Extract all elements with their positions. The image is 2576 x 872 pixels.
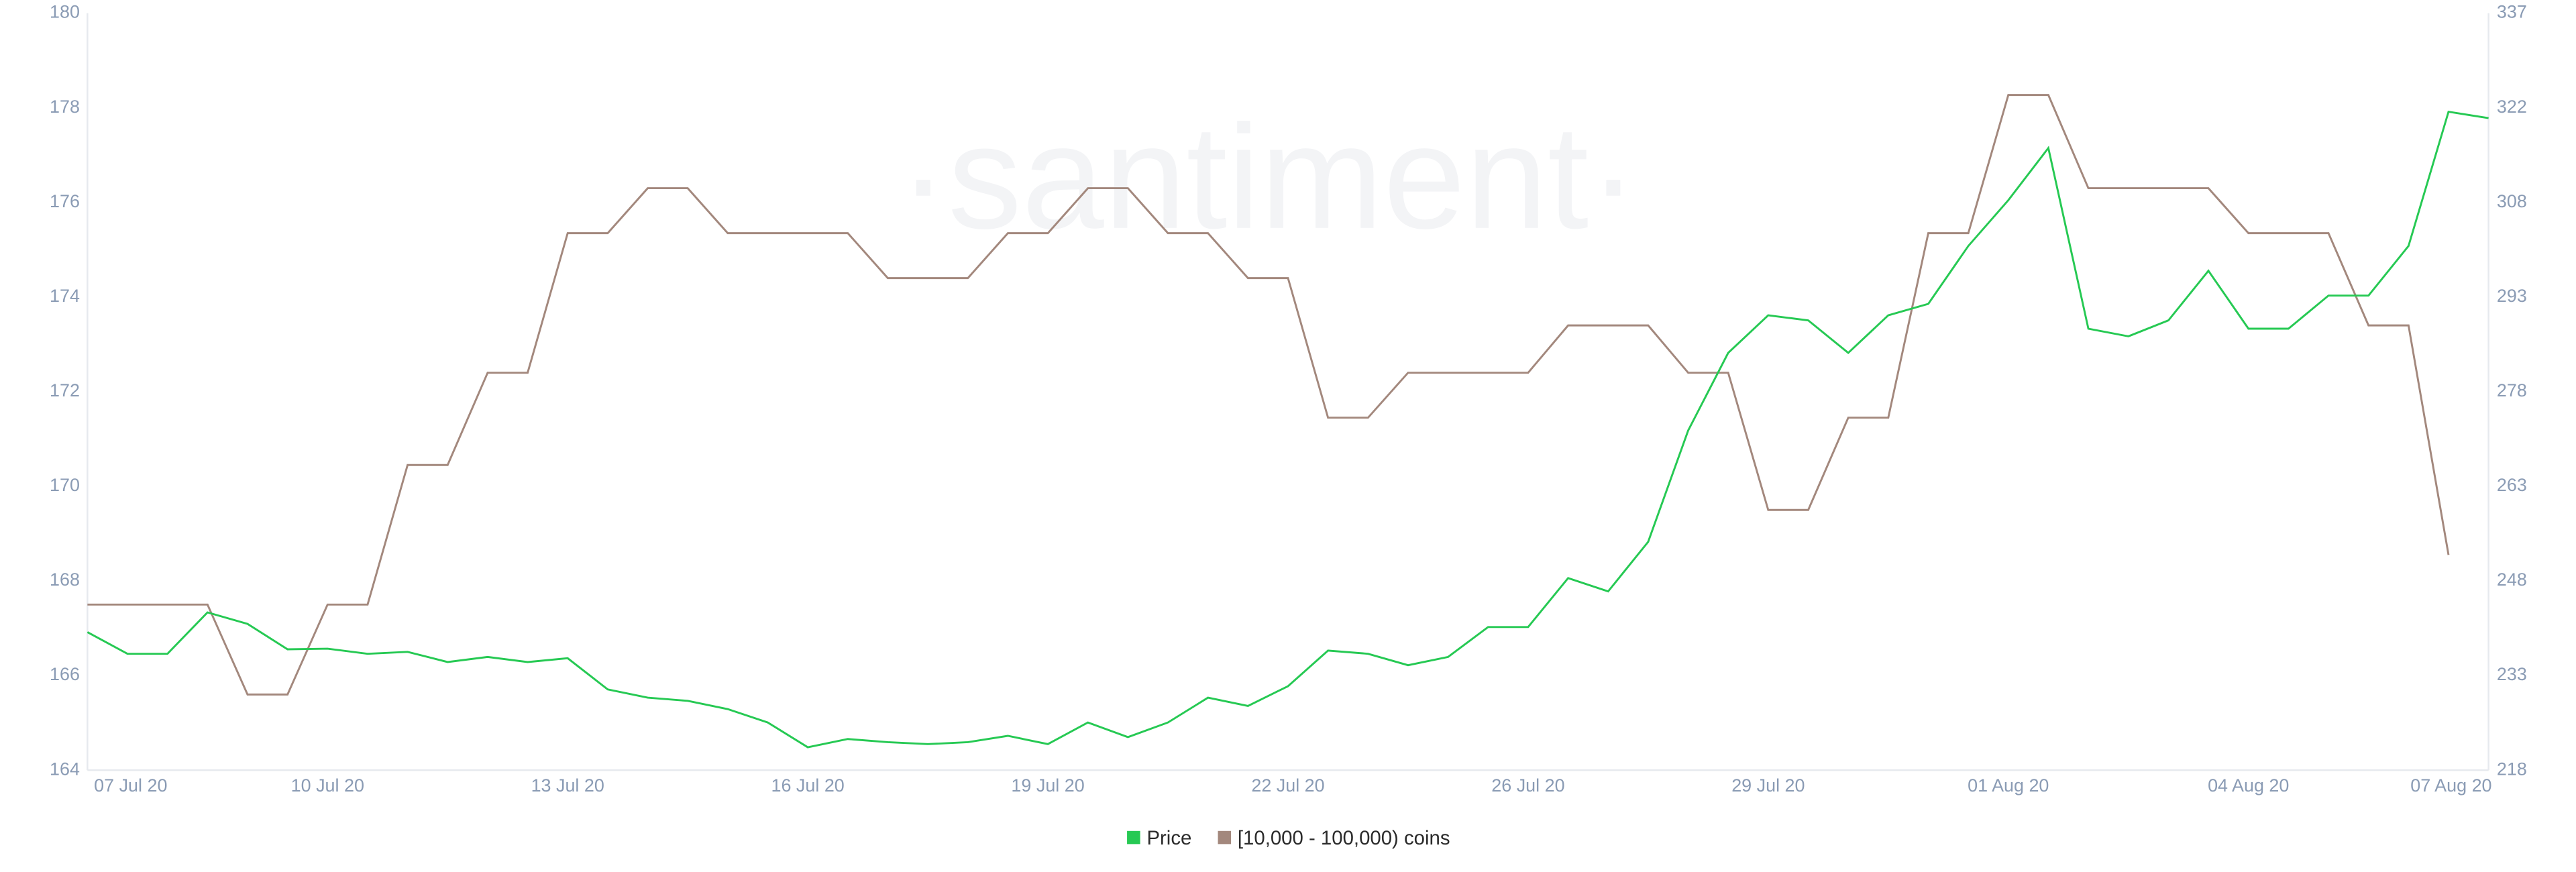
y-tick-label: 180 bbox=[50, 2, 80, 22]
y2-tick-label: 218 bbox=[2497, 759, 2527, 779]
x-tick-label: 26 Jul 20 bbox=[1491, 775, 1564, 796]
series-line bbox=[87, 110, 2489, 749]
y-tick-label: 178 bbox=[50, 97, 80, 117]
x-tick-label: 04 Aug 20 bbox=[2208, 775, 2289, 796]
y-tick-label: 176 bbox=[50, 191, 80, 211]
legend-text: Price bbox=[1146, 827, 1191, 849]
watermark: ·santiment· bbox=[899, 95, 1638, 260]
legend-swatch bbox=[1127, 830, 1140, 844]
legend-swatch bbox=[1218, 830, 1232, 844]
x-tick-label: 16 Jul 20 bbox=[771, 775, 845, 796]
y2-tick-label: 278 bbox=[2497, 380, 2527, 400]
y-tick-label: 174 bbox=[50, 286, 80, 306]
x-tick-label: 07 Jul 20 bbox=[94, 775, 167, 796]
x-tick-label: 13 Jul 20 bbox=[531, 775, 604, 796]
series-line bbox=[87, 94, 2450, 696]
y-tick-label: 164 bbox=[50, 759, 80, 779]
y2-tick-label: 337 bbox=[2497, 2, 2527, 22]
y2-tick-label: 233 bbox=[2497, 664, 2527, 684]
y2-tick-label: 322 bbox=[2497, 97, 2527, 117]
y-tick-label: 168 bbox=[50, 569, 80, 590]
x-tick-label: 22 Jul 20 bbox=[1251, 775, 1324, 796]
y2-tick-label: 293 bbox=[2497, 286, 2527, 306]
y-tick-label: 172 bbox=[50, 380, 80, 400]
y-tick-label: 166 bbox=[50, 664, 80, 684]
y2-tick-label: 263 bbox=[2497, 475, 2527, 495]
x-tick-label: 01 Aug 20 bbox=[1968, 775, 2049, 796]
x-tick-label: 29 Jul 20 bbox=[1731, 775, 1805, 796]
y2-tick-label: 308 bbox=[2497, 191, 2527, 211]
x-tick-label: 19 Jul 20 bbox=[1011, 775, 1084, 796]
legend-text: [10,000 - 100,000) coins bbox=[1238, 827, 1450, 849]
y-tick-label: 170 bbox=[50, 475, 80, 495]
y2-tick-label: 248 bbox=[2497, 569, 2527, 590]
x-tick-label: 10 Jul 20 bbox=[291, 775, 364, 796]
x-tick-label: 07 Aug 20 bbox=[2410, 775, 2491, 796]
